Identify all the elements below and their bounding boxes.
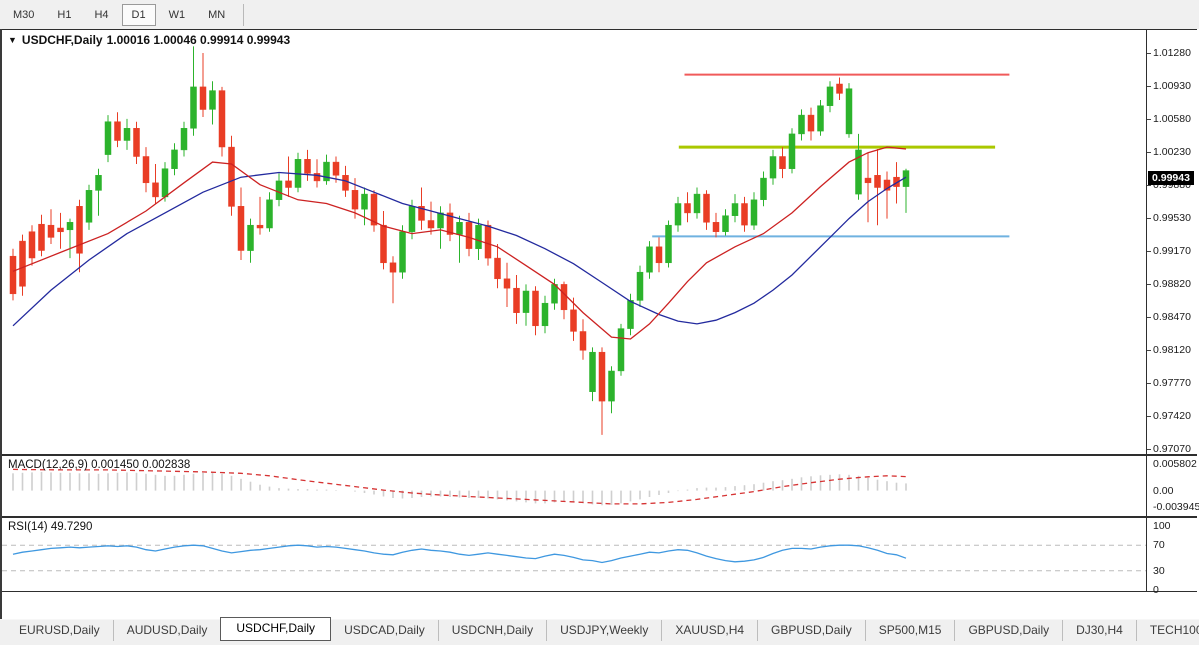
macd-signal-value: 0.002838 — [142, 459, 191, 471]
price-axis-tick — [1147, 119, 1151, 120]
current-price-tag: 0.99943 — [1148, 171, 1194, 185]
price-axis: 0.99943 1.01280 1.00930 1.00580 1.00230 0.99… — [1146, 30, 1197, 455]
price-axis-label: 1.01280 — [1153, 47, 1191, 59]
price-pane: ▼ USDCHF,Daily 1.00016 1.00046 0.99914 0.9… — [2, 29, 1197, 455]
price-axis-tick — [1147, 53, 1151, 54]
macd-axis-label: 0.00 — [1153, 485, 1174, 497]
rsi-axis-label: 0 — [1153, 584, 1159, 596]
macd-axis-label: 0.005802 — [1153, 458, 1197, 470]
timeframe-button-m30[interactable]: M30 — [13, 8, 35, 21]
chart-tab-usdjpy-weekly[interactable]: USDJPY,Weekly — [546, 620, 661, 641]
chart-tab-usdchf-daily[interactable]: USDCHF,Daily — [220, 617, 332, 641]
macd-label: MACD(12,26,9) 0.001450 0.002838 — [8, 459, 190, 471]
price-axis-tick — [1147, 350, 1151, 351]
price-axis-label: 0.98120 — [1153, 344, 1191, 356]
chart-tab-usdcad-daily[interactable]: USDCAD,Daily — [344, 623, 425, 637]
price-axis-label: 0.99170 — [1153, 245, 1191, 257]
macd-value: 0.001450 — [91, 459, 140, 471]
price-axis-label: 0.98820 — [1153, 278, 1191, 290]
timeframe-button-mn[interactable]: MN — [208, 8, 226, 21]
chart-tab-audusd-daily[interactable]: AUDUSD,Daily — [112, 620, 221, 641]
price-axis-tick — [1147, 416, 1151, 417]
price-axis-label: 0.97070 — [1153, 443, 1191, 455]
chart-ohlc-values: 1.00016 1.00046 0.99914 0.99943 — [106, 33, 291, 47]
price-axis-label: 0.97420 — [1153, 410, 1191, 422]
chart-tab-bar: EURUSD,Daily AUDUSD,Daily USDCHF,Daily USDC… — [0, 617, 1199, 641]
timeframe-button-h4[interactable]: H4 — [94, 8, 109, 21]
macd-name: MACD(12,26,9) — [8, 459, 88, 471]
chart-tab-eurusd-daily[interactable]: EURUSD,Daily — [19, 623, 100, 637]
price-chart-canvas[interactable] — [2, 30, 1146, 454]
bottom-strip — [0, 641, 1199, 645]
rsi-pane: RSI(14) 49.7290 100 70 30 0 — [2, 517, 1197, 596]
price-axis-tick — [1147, 152, 1151, 153]
macd-axis: 0.005802 0.00 -0.003945 — [1146, 456, 1199, 516]
chart-tab-sp500-m15[interactable]: SP500,M15 — [864, 620, 955, 641]
chart-tab-dj30-h4[interactable]: DJ30,H4 — [1062, 620, 1136, 641]
chart-tab-tech100-h[interactable]: TECH100,H — [1135, 620, 1199, 641]
price-axis-label: 1.00230 — [1153, 146, 1191, 158]
chart-tab-gbpusd-daily[interactable]: GBPUSD,Daily — [757, 620, 865, 641]
timeframe-button-w1[interactable]: W1 — [168, 8, 186, 21]
price-axis-tick — [1147, 218, 1151, 219]
timeframe-button-d1[interactable]: D1 — [121, 3, 156, 26]
rsi-label: RSI(14) 49.7290 — [8, 521, 92, 533]
rsi-value: 49.7290 — [50, 521, 93, 533]
chart-symbol-label: USDCHF,Daily — [21, 33, 103, 47]
price-axis-label: 1.00580 — [1153, 113, 1191, 125]
price-axis-tick — [1147, 383, 1151, 384]
timeframe-button-h1[interactable]: H1 — [57, 8, 72, 21]
price-axis-label: 0.97770 — [1153, 377, 1191, 389]
chart-window: ▼ USDCHF,Daily 1.00016 1.00046 0.99914 0.9… — [0, 29, 1199, 619]
price-axis-label: 1.00930 — [1153, 80, 1191, 92]
price-axis-tick — [1147, 284, 1151, 285]
chart-dropdown-icon[interactable]: ▼ — [8, 35, 17, 45]
price-axis-tick — [1147, 251, 1151, 252]
timeframe-toolbar: M30 H1 H4 D1 W1 MN — [0, 0, 1199, 30]
macd-pane: MACD(12,26,9) 0.001450 0.002838 0.005802… — [2, 455, 1199, 517]
rsi-canvas[interactable] — [2, 518, 1146, 591]
price-axis-tick — [1147, 317, 1151, 318]
rsi-axis-label: 30 — [1153, 565, 1165, 577]
price-axis-label: 0.98470 — [1153, 311, 1191, 323]
macd-axis-label: -0.003945 — [1153, 501, 1199, 513]
rsi-name: RSI(14) — [8, 521, 48, 533]
rsi-axis-label: 100 — [1153, 520, 1171, 532]
toolbar-separator — [243, 3, 245, 26]
price-axis-tick — [1147, 185, 1151, 186]
price-axis-label: 0.99530 — [1153, 212, 1191, 224]
rsi-axis: 100 70 30 0 — [1146, 518, 1197, 596]
price-axis-tick — [1147, 449, 1151, 450]
chart-title: ▼ USDCHF,Daily 1.00016 1.00046 0.99914 0.9… — [8, 33, 290, 47]
rsi-axis-label: 70 — [1153, 539, 1165, 551]
price-axis-tick — [1147, 86, 1151, 87]
chart-tab-gbpusd-daily[interactable]: GBPUSD,Daily — [954, 620, 1062, 641]
chart-tab-usdcnh-daily[interactable]: USDCNH,Daily — [437, 620, 546, 641]
macd-canvas[interactable] — [2, 456, 1146, 516]
chart-tab-xauusd-h4[interactable]: XAUUSD,H4 — [661, 620, 757, 641]
